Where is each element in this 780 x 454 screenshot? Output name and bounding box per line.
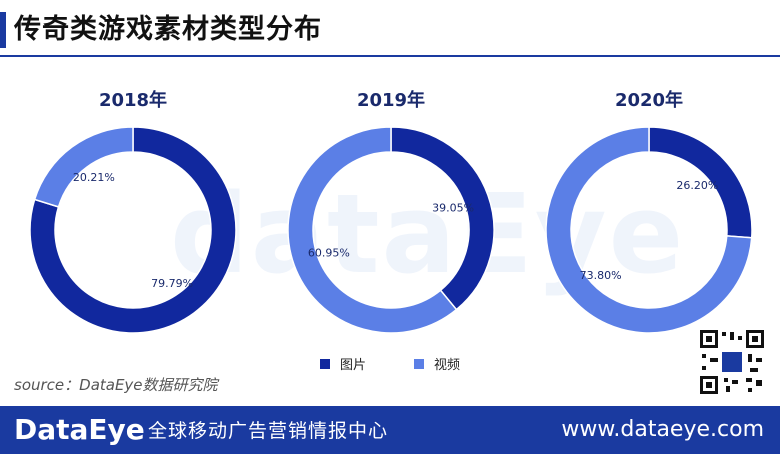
legend-label-video: 视频 [434,358,461,373]
chart-title-1: 2019年 [357,89,425,111]
data-label-2-0: 26.20% [676,179,718,192]
data-label-1-0: 39.05% [432,202,474,215]
data-label-1-1: 60.95% [308,246,350,259]
data-label-0-1: 20.21% [73,171,115,184]
footer-logo: DataEye [14,413,145,446]
donut-slice-0-0 [29,126,237,334]
legend-item-video: 视频 [414,354,460,373]
title-divider [0,55,780,57]
legend-item-image: 图片 [320,354,366,373]
watermark: dataEye [170,170,686,298]
title-accent-bar [0,12,6,48]
donut-slice-1-0 [390,126,495,311]
donut-slice-2-1 [545,126,753,334]
title-bar: 传奇类游戏素材类型分布 [0,0,780,60]
data-label-0-0: 79.79% [151,277,193,290]
legend-swatch-video [414,358,424,369]
data-label-2-1: 73.80% [580,269,622,282]
qr-code [698,328,766,396]
donut-slice-1-1 [287,126,458,334]
donut-slice-0-1 [33,126,134,208]
footer: DataEye 全球移动广告营销情报中心 www.dataeye.com [0,406,780,454]
qr-code-graphic [700,330,764,394]
chart-title-2: 2020年 [615,89,683,111]
page-title: 传奇类游戏素材类型分布 [14,14,322,45]
chart-title-0: 2018年 [99,89,167,111]
source-note: source：DataEye数据研究院 [14,376,218,394]
legend-label-image: 图片 [340,358,367,373]
footer-tagline: 全球移动广告营销情报中心 [148,420,389,442]
footer-url[interactable]: www.dataeye.com [561,417,764,442]
legend-swatch-image [320,358,330,369]
legend: 图片 视频 [0,354,780,374]
